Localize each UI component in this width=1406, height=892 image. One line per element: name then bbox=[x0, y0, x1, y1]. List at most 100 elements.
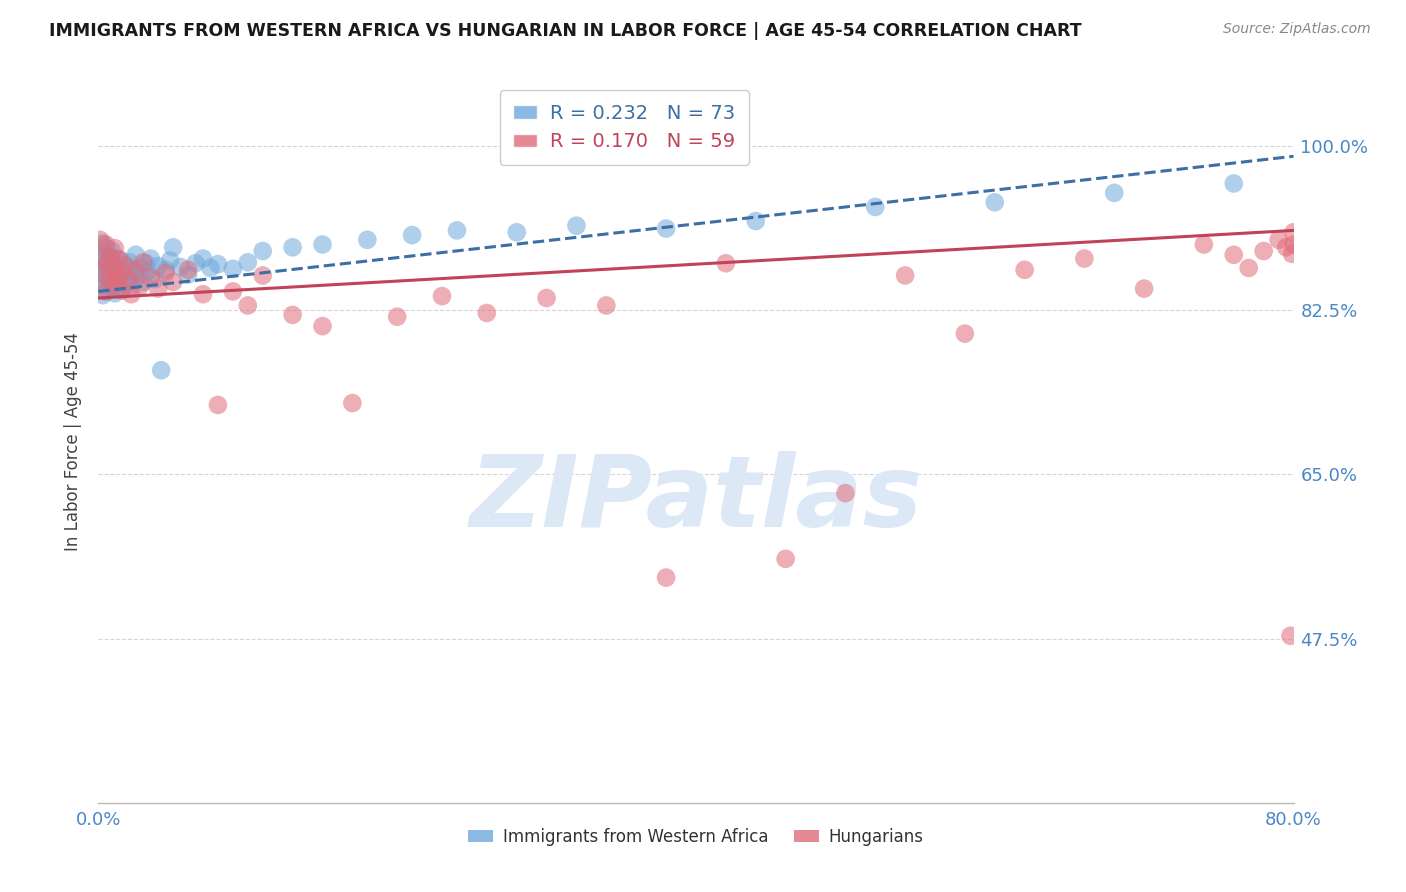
Point bbox=[177, 262, 200, 277]
Point bbox=[89, 273, 111, 287]
Point bbox=[98, 280, 122, 294]
Point bbox=[143, 272, 166, 286]
Point bbox=[110, 275, 132, 289]
Point bbox=[103, 277, 125, 292]
Point bbox=[475, 306, 498, 320]
Point bbox=[107, 260, 129, 274]
Point bbox=[155, 262, 177, 277]
Point bbox=[121, 262, 143, 277]
Point bbox=[91, 288, 114, 302]
Point bbox=[94, 278, 117, 293]
Point bbox=[207, 257, 229, 271]
Legend: Immigrants from Western Africa, Hungarians: Immigrants from Western Africa, Hungaria… bbox=[461, 821, 931, 852]
Point bbox=[311, 237, 333, 252]
Point bbox=[115, 260, 138, 274]
Point bbox=[104, 241, 127, 255]
Point bbox=[94, 241, 117, 255]
Point bbox=[107, 274, 129, 288]
Point bbox=[90, 261, 112, 276]
Point bbox=[252, 244, 274, 258]
Point bbox=[93, 285, 115, 299]
Point bbox=[117, 271, 139, 285]
Point bbox=[120, 287, 142, 301]
Point bbox=[1014, 262, 1036, 277]
Text: ZIPatlas: ZIPatlas bbox=[470, 450, 922, 548]
Point bbox=[953, 326, 976, 341]
Point bbox=[1282, 237, 1305, 252]
Point bbox=[148, 282, 170, 296]
Point bbox=[105, 274, 128, 288]
Point bbox=[104, 261, 127, 276]
Point bbox=[96, 264, 118, 278]
Point bbox=[90, 252, 112, 266]
Point bbox=[132, 255, 155, 269]
Point bbox=[107, 283, 129, 297]
Point bbox=[93, 252, 115, 267]
Point bbox=[125, 262, 148, 277]
Point bbox=[101, 269, 124, 284]
Point bbox=[1073, 252, 1095, 266]
Point bbox=[125, 272, 148, 286]
Point bbox=[1237, 260, 1260, 275]
Point bbox=[311, 319, 333, 334]
Point bbox=[177, 268, 200, 282]
Point bbox=[108, 268, 131, 282]
Point bbox=[101, 265, 124, 279]
Point bbox=[135, 256, 157, 270]
Point bbox=[865, 200, 887, 214]
Point bbox=[1223, 177, 1246, 191]
Point bbox=[1267, 233, 1289, 247]
Point bbox=[1223, 248, 1246, 262]
Point bbox=[1253, 244, 1275, 258]
Point bbox=[103, 255, 125, 269]
Text: Source: ZipAtlas.com: Source: ZipAtlas.com bbox=[1223, 22, 1371, 37]
Point bbox=[129, 260, 152, 275]
Point bbox=[894, 268, 917, 283]
Point bbox=[118, 255, 141, 269]
Point bbox=[252, 268, 274, 283]
Point bbox=[222, 261, 245, 276]
Point bbox=[89, 233, 111, 247]
Point bbox=[136, 264, 159, 278]
Point bbox=[108, 252, 131, 267]
Point bbox=[191, 287, 214, 301]
Point bbox=[536, 291, 558, 305]
Point bbox=[94, 237, 117, 252]
Point bbox=[200, 260, 222, 275]
Point bbox=[184, 256, 207, 270]
Point bbox=[236, 298, 259, 312]
Point bbox=[155, 266, 177, 280]
Point bbox=[91, 268, 114, 282]
Point bbox=[834, 486, 856, 500]
Point bbox=[104, 286, 127, 301]
Point bbox=[169, 260, 191, 274]
Point bbox=[714, 256, 737, 270]
Point bbox=[984, 195, 1007, 210]
Point bbox=[97, 272, 120, 286]
Point bbox=[110, 253, 132, 268]
Point bbox=[655, 221, 678, 235]
Point bbox=[96, 256, 118, 270]
Point bbox=[111, 284, 134, 298]
Point bbox=[342, 396, 364, 410]
Point bbox=[105, 260, 128, 274]
Point bbox=[446, 223, 468, 237]
Point bbox=[222, 285, 245, 299]
Point bbox=[385, 310, 409, 324]
Point bbox=[655, 571, 678, 585]
Point bbox=[103, 279, 125, 293]
Point bbox=[401, 228, 423, 243]
Point bbox=[150, 363, 173, 377]
Point bbox=[114, 258, 136, 272]
Point bbox=[1282, 225, 1305, 239]
Point bbox=[162, 275, 184, 289]
Point bbox=[125, 248, 148, 262]
Point bbox=[128, 268, 150, 282]
Point bbox=[117, 272, 139, 286]
Point bbox=[91, 236, 114, 251]
Point bbox=[98, 257, 122, 271]
Point bbox=[132, 275, 155, 289]
Point bbox=[1275, 240, 1298, 254]
Point bbox=[148, 259, 170, 273]
Point bbox=[159, 253, 181, 268]
